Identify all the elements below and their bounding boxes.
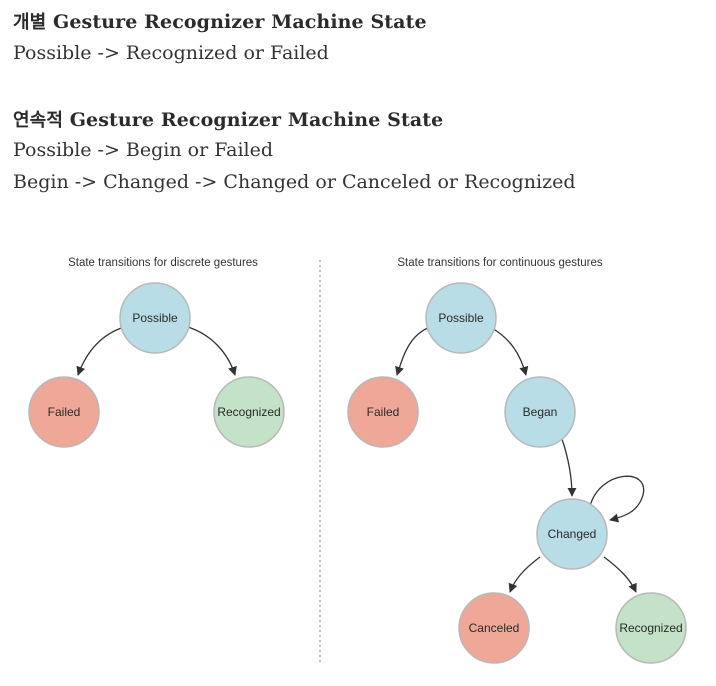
discrete-transition-line: Possible -> Recognized or Failed (13, 42, 329, 64)
node-continuous-failed-label: Failed (367, 405, 400, 419)
edge-discrete-possible-failed (76, 326, 125, 376)
edge-continuous-changed-recognized (603, 556, 637, 593)
node-continuous-possible-label: Possible (438, 311, 484, 325)
node-continuous-possible: Possible (425, 282, 497, 354)
discrete-heading-english: Gesture Recognizer Machine State (53, 11, 427, 33)
edge-continuous-possible-failed (395, 326, 431, 376)
node-discrete-recognized: Recognized (213, 376, 285, 448)
edge-continuous-began-changed (561, 438, 577, 497)
node-continuous-changed: Changed (536, 498, 608, 570)
node-discrete-possible-label: Possible (132, 311, 178, 325)
state-transition-diagram: State transitions for discrete gestures … (0, 235, 716, 686)
diagram-svg: State transitions for discrete gestures … (28, 257, 687, 665)
node-discrete-failed-label: Failed (48, 405, 81, 419)
discrete-heading: 개별 Gesture Recognizer Machine State (13, 8, 427, 34)
edge-continuous-changed-canceled (508, 556, 541, 593)
node-continuous-failed: Failed (347, 376, 419, 448)
node-continuous-began: Began (504, 376, 576, 448)
node-continuous-canceled: Canceled (458, 592, 530, 664)
continuous-heading-korean: 연속적 (13, 110, 63, 131)
node-discrete-recognized-label: Recognized (217, 405, 280, 419)
edge-discrete-possible-recognized (187, 326, 237, 376)
discrete-diagram-title: State transitions for discrete gestures (68, 257, 258, 269)
continuous-heading: 연속적 Gesture Recognizer Machine State (13, 106, 443, 132)
node-continuous-recognized-label: Recognized (619, 621, 682, 635)
continuous-transition-line-2: Begin -> Changed -> Changed or Canceled … (13, 171, 576, 193)
continuous-heading-english: Gesture Recognizer Machine State (69, 109, 444, 131)
node-continuous-recognized: Recognized (615, 592, 687, 664)
node-continuous-changed-label: Changed (548, 527, 597, 541)
edge-continuous-changed-self-loop (589, 475, 645, 523)
node-discrete-possible: Possible (119, 282, 191, 354)
node-continuous-began-label: Began (523, 405, 558, 419)
node-discrete-failed: Failed (28, 376, 100, 448)
node-continuous-canceled-label: Canceled (469, 621, 520, 635)
continuous-diagram-title: State transitions for continuous gesture… (397, 257, 602, 269)
discrete-heading-korean: 개별 (13, 12, 47, 33)
continuous-transition-line-1: Possible -> Begin or Failed (13, 139, 273, 161)
edge-continuous-possible-began (491, 327, 529, 376)
